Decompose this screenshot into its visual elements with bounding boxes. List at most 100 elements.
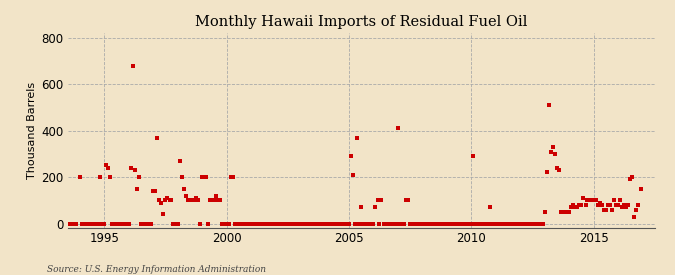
Point (421, 221, 432, 226)
Point (392, 126, 403, 131)
Point (521, 221, 532, 226)
Point (99, 221, 109, 226)
Point (124, 221, 134, 226)
Point (209, 198, 220, 203)
Point (136, 221, 146, 226)
Point (545, 149, 556, 154)
Point (593, 203, 603, 207)
Point (501, 221, 512, 226)
Point (329, 221, 340, 226)
Point (551, 166, 562, 170)
Point (492, 221, 503, 226)
Point (631, 207, 642, 212)
Point (452, 221, 462, 226)
Point (435, 221, 446, 226)
Point (134, 175, 144, 179)
Point (319, 221, 330, 226)
Point (562, 210, 572, 214)
Point (107, 221, 117, 226)
Point (374, 221, 385, 226)
Point (315, 221, 325, 226)
Point (323, 221, 334, 226)
Point (128, 63, 138, 68)
Point (232, 221, 242, 226)
Point (482, 221, 493, 226)
Point (230, 221, 240, 226)
Point (268, 221, 279, 226)
Point (470, 221, 481, 226)
Point (411, 221, 422, 226)
Point (327, 221, 338, 226)
Point (523, 221, 534, 226)
Point (510, 221, 521, 226)
Point (292, 221, 303, 226)
Point (484, 205, 495, 210)
Point (340, 221, 350, 226)
Point (213, 198, 224, 203)
Point (342, 221, 352, 226)
Point (254, 221, 265, 226)
Point (115, 221, 126, 226)
Point (184, 198, 195, 203)
Point (286, 221, 297, 226)
Point (130, 168, 140, 172)
Point (176, 175, 187, 179)
Point (458, 221, 468, 226)
Point (344, 221, 354, 226)
Point (105, 175, 115, 179)
Point (234, 221, 244, 226)
Point (368, 221, 379, 226)
Point (227, 175, 238, 179)
Point (306, 221, 317, 226)
Point (404, 221, 415, 226)
Point (205, 198, 215, 203)
Point (248, 221, 259, 226)
Point (80, 221, 91, 226)
Point (623, 203, 634, 207)
Point (70, 221, 81, 226)
Point (635, 186, 646, 191)
Point (437, 221, 448, 226)
Point (260, 221, 271, 226)
Point (380, 221, 391, 226)
Point (313, 221, 324, 226)
Point (170, 221, 181, 226)
Point (602, 203, 613, 207)
Point (617, 205, 628, 210)
Point (302, 221, 313, 226)
Point (138, 221, 148, 226)
Point (537, 221, 548, 226)
Point (282, 221, 293, 226)
Point (144, 221, 155, 226)
Title: Monthly Hawaii Imports of Residual Fuel Oil: Monthly Hawaii Imports of Residual Fuel … (195, 15, 527, 29)
Point (288, 221, 299, 226)
Point (403, 198, 414, 203)
Point (621, 205, 632, 210)
Point (629, 214, 640, 219)
Point (168, 221, 179, 226)
Point (242, 221, 252, 226)
Point (558, 210, 568, 214)
Point (211, 194, 221, 198)
Point (162, 196, 173, 200)
Point (84, 221, 95, 226)
Point (76, 221, 87, 226)
Point (466, 221, 477, 226)
Point (264, 221, 275, 226)
Point (266, 221, 277, 226)
Point (308, 221, 319, 226)
Point (358, 221, 369, 226)
Point (348, 173, 358, 177)
Point (192, 198, 203, 203)
Point (370, 205, 381, 210)
Point (148, 189, 159, 193)
Point (186, 198, 197, 203)
Point (350, 221, 360, 226)
Point (502, 221, 513, 226)
Point (223, 221, 234, 226)
Point (362, 221, 373, 226)
Point (180, 194, 191, 198)
Point (412, 221, 423, 226)
Point (86, 221, 97, 226)
Point (513, 221, 524, 226)
